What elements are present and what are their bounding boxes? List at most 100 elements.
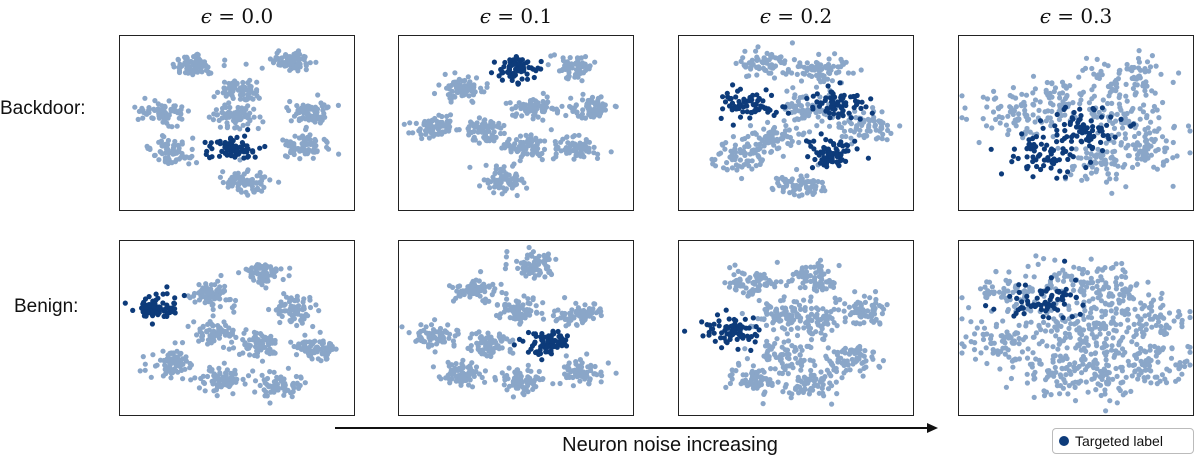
data-point (482, 296, 489, 302)
data-point (251, 329, 257, 335)
data-point (791, 306, 798, 312)
data-point (777, 353, 784, 359)
data-point (239, 105, 245, 111)
data-point (527, 98, 534, 104)
data-point (1151, 138, 1157, 145)
data-point (848, 127, 854, 134)
data-point (755, 44, 761, 50)
data-point (312, 108, 318, 114)
data-point (826, 56, 832, 62)
data-point (734, 167, 740, 173)
data-point (761, 391, 767, 397)
data-point (767, 303, 773, 309)
targeted-point (839, 110, 845, 116)
targeted-point (209, 154, 215, 160)
data-point (757, 145, 763, 151)
data-point (824, 65, 830, 71)
data-point (839, 133, 845, 140)
data-point (774, 336, 780, 342)
targeted-point (737, 114, 744, 120)
data-point (814, 123, 820, 129)
data-point (817, 323, 823, 329)
data-point (422, 128, 429, 134)
data-point (236, 351, 243, 357)
column-title-2: ϵ = 0.2 (759, 4, 833, 28)
data-point (160, 373, 166, 379)
data-point (1111, 125, 1118, 131)
targeted-point (843, 100, 849, 106)
data-point (1084, 284, 1090, 290)
targeted-point (1054, 175, 1060, 181)
data-point (209, 321, 215, 327)
data-point (162, 159, 168, 165)
data-point (444, 113, 450, 119)
targeted-point (1078, 138, 1084, 144)
data-point (513, 178, 519, 184)
data-point (810, 387, 816, 393)
data-point (821, 393, 827, 399)
data-point (520, 143, 526, 149)
data-point (599, 105, 605, 111)
data-point (290, 304, 296, 310)
data-point (250, 186, 256, 192)
data-point (217, 124, 223, 130)
targeted-point (252, 154, 258, 160)
data-point (1170, 155, 1176, 161)
data-point (1136, 65, 1142, 71)
data-point (1079, 177, 1085, 183)
data-point (482, 117, 488, 123)
data-point (1082, 65, 1089, 71)
targeted-point (738, 334, 744, 340)
data-point (183, 56, 189, 62)
data-point (487, 185, 493, 191)
data-point (559, 103, 565, 109)
cluster (446, 269, 505, 306)
data-point (580, 107, 586, 113)
data-point (780, 297, 786, 303)
targeted-point (1076, 117, 1082, 123)
data-point (208, 282, 214, 288)
data-point (165, 137, 171, 144)
data-point (820, 336, 826, 342)
targeted-point (711, 321, 717, 327)
data-point (1026, 116, 1032, 122)
data-point (293, 373, 299, 380)
data-point (243, 189, 249, 195)
data-point (282, 380, 288, 387)
data-point (243, 61, 249, 67)
targeted-point (836, 163, 842, 169)
data-point (288, 339, 294, 345)
data-point (477, 183, 483, 189)
data-point (222, 283, 228, 289)
data-point (799, 347, 805, 353)
data-point (751, 280, 757, 286)
data-point (823, 353, 829, 359)
data-point (799, 363, 805, 369)
data-point (567, 310, 573, 316)
cluster (1103, 115, 1193, 172)
targeted-point (541, 334, 547, 340)
data-point (482, 121, 488, 127)
data-point (788, 178, 794, 184)
cluster (502, 244, 559, 281)
data-point (823, 279, 830, 285)
data-point (481, 287, 487, 293)
data-point (1011, 120, 1017, 126)
data-point (262, 393, 268, 399)
data-point (316, 346, 322, 352)
targeted-point (782, 104, 788, 110)
data-point (473, 277, 479, 283)
data-point (514, 192, 520, 199)
data-point (306, 104, 312, 110)
data-point (501, 382, 507, 388)
data-point (570, 383, 576, 389)
data-point (503, 261, 509, 268)
data-point (796, 178, 802, 184)
targeted-point (844, 142, 851, 149)
data-point (494, 177, 500, 183)
data-point (762, 281, 768, 287)
targeted-point (1070, 116, 1076, 122)
data-point (502, 173, 508, 179)
targeted-point (1099, 114, 1105, 120)
targeted-point (1105, 133, 1111, 139)
